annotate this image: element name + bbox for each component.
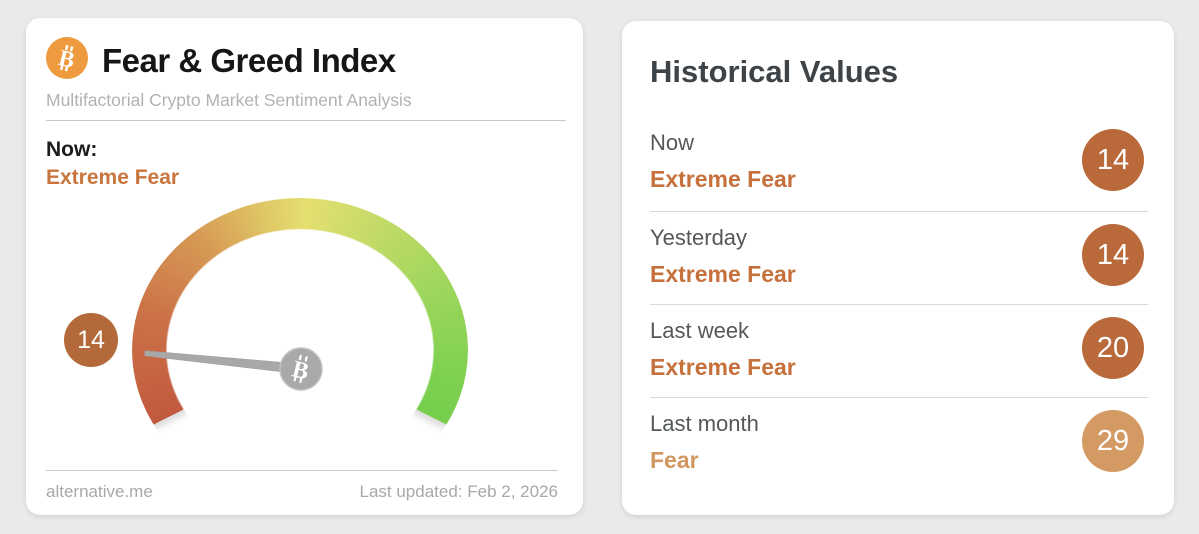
row-classification: Fear	[650, 447, 699, 473]
footer-link[interactable]: alternative.me	[46, 482, 153, 501]
current-classification: Extreme Fear	[46, 166, 180, 189]
bitcoin-icon: B	[46, 37, 88, 79]
historical-values-card: Historical Values Now Extreme Fear 14 Ye…	[622, 21, 1174, 515]
now-label: Now:	[46, 138, 98, 161]
row-classification: Extreme Fear	[650, 166, 796, 192]
row-label: Last week	[650, 318, 750, 343]
row-label: Now	[650, 130, 695, 155]
score-circle: 29	[1082, 410, 1144, 472]
history-row-yesterday: Yesterday Extreme Fear 14	[650, 211, 1148, 305]
historical-values-heading: Historical Values	[650, 54, 899, 89]
header-divider	[46, 120, 566, 121]
fear-greed-card: B Fear & Greed Index Multifactorial Cryp…	[26, 18, 583, 515]
page-title: Fear & Greed Index	[102, 42, 396, 79]
history-row-last-week: Last week Extreme Fear 20	[650, 304, 1148, 398]
row-label: Yesterday	[650, 225, 748, 250]
row-classification: Extreme Fear	[650, 261, 796, 287]
last-updated-text: Last updated: Feb 2, 2026	[359, 482, 559, 501]
subtitle: Multifactorial Crypto Market Sentiment A…	[46, 90, 412, 110]
score-circle: 14	[1082, 129, 1144, 191]
row-classification: Extreme Fear	[650, 354, 796, 380]
card-footer: alternative.me Last updated: Feb 2, 2026	[46, 470, 558, 502]
gauge-value-badge: 14	[64, 313, 118, 367]
history-row-now: Now Extreme Fear 14	[650, 117, 1148, 211]
row-label: Last month	[650, 411, 759, 436]
score-circle: 20	[1082, 317, 1144, 379]
history-row-last-month: Last month Fear 29	[650, 397, 1148, 497]
gauge-arc	[132, 198, 468, 502]
score-circle: 14	[1082, 224, 1144, 286]
